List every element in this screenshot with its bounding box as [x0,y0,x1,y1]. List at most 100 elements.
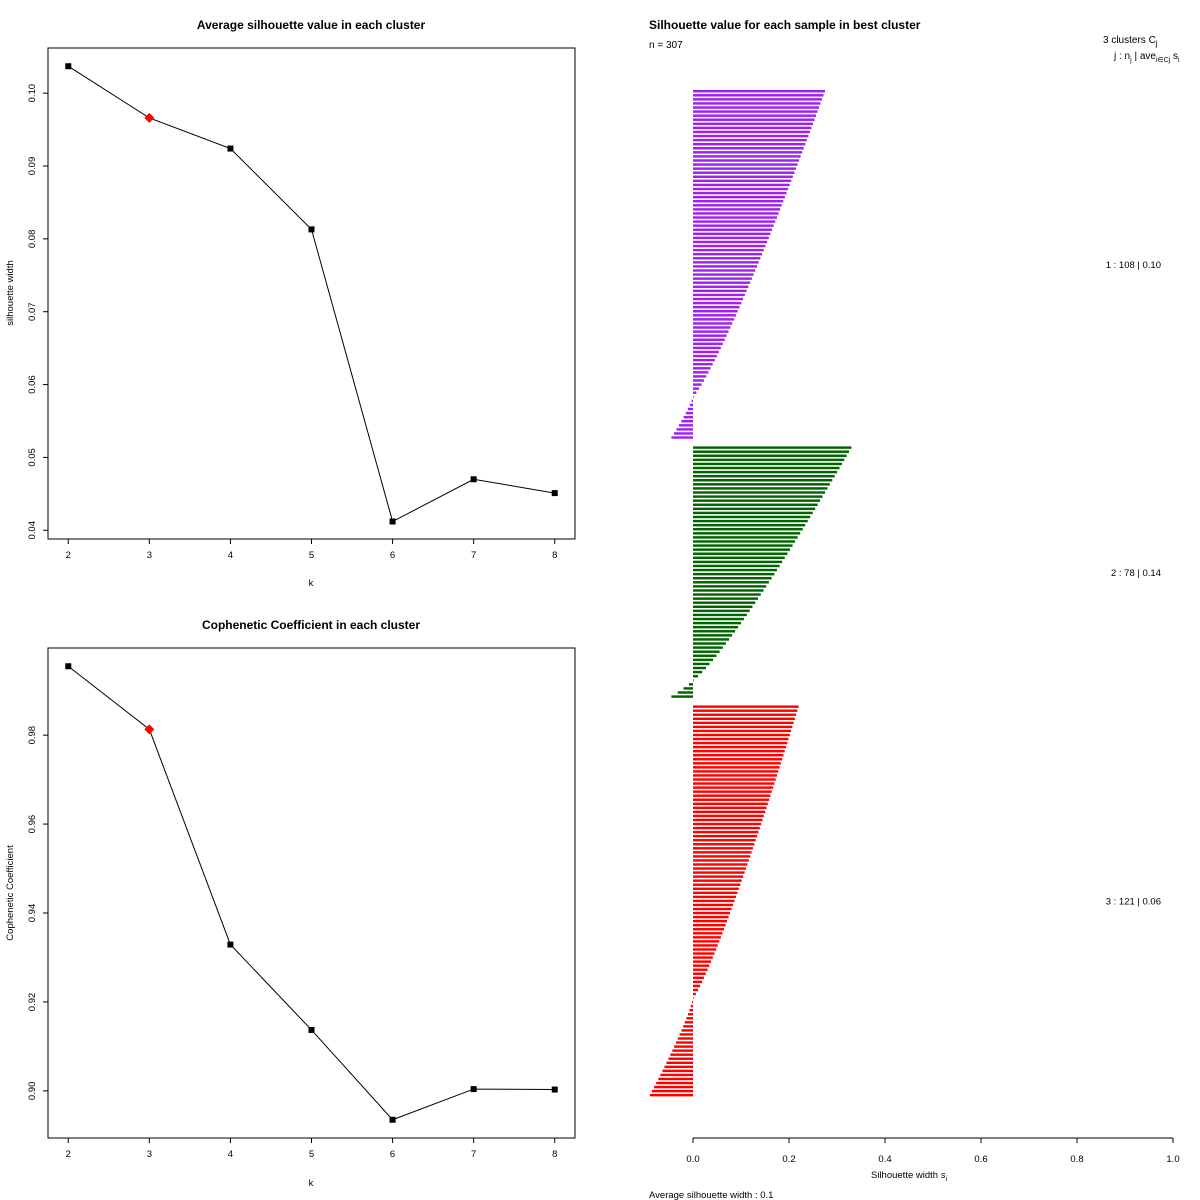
silhouette-bar [693,790,772,793]
silhouette-bar [693,879,742,882]
y-tick-label: 0.92 [27,993,38,1012]
silhouette-bar [693,134,809,138]
silhouette-bar [693,903,734,907]
silhouette-bar [693,483,830,486]
silhouette-bar [693,232,771,236]
silhouette-bar [671,436,693,439]
silhouette-bar [693,367,711,370]
silhouette-bar [693,556,785,560]
silhouette-bar [683,1025,693,1028]
x-tick-label: 6 [390,550,395,561]
silhouette-bar [693,662,710,666]
silhouette-bar [672,1049,693,1052]
silhouette-bar [693,754,784,757]
silhouette-bar [693,102,821,105]
silhouette-bar [693,147,804,150]
silhouette-bar [693,151,803,154]
silhouette-bar [693,794,771,797]
silhouette-bar [693,142,806,146]
average-silhouette-note: Average silhouette width : 0.1 [649,1190,773,1200]
silhouette-bar [693,834,758,838]
silhouette-bar [690,1004,693,1008]
silhouette-bar [693,976,704,980]
silhouette-bar [693,511,813,515]
silhouette-bar [693,806,767,810]
silhouette-bar [693,802,768,805]
series-line [68,65,555,523]
silhouette-bar [684,1021,693,1024]
silhouette-bar [693,474,835,478]
silhouette-bar [693,212,779,215]
silhouette-bar [693,919,728,923]
silhouette-bar [693,822,762,826]
silhouette-bar [693,281,751,284]
silhouette-bar [693,495,823,498]
silhouette-bar [687,407,693,411]
silhouette-bar [693,581,769,584]
silhouette-bar [693,576,772,580]
data-point [551,490,558,497]
silhouette-bar [693,350,719,354]
silhouette-bar [651,1089,693,1093]
silhouette-bar [693,277,752,280]
silhouette-bar [693,114,816,117]
silhouette-bar [693,248,764,252]
silhouette-bar [693,261,759,264]
y-tick-label: 0.09 [27,157,38,176]
silhouette-bar [693,322,733,325]
silhouette-bar [693,818,763,822]
silhouette-bar [693,523,806,527]
silhouette-bar [666,1061,693,1065]
silhouette-bar [692,1000,693,1004]
silhouette-bar [654,1085,693,1089]
data-point [470,476,477,483]
silhouette-bar [693,891,738,895]
silhouette-bar [677,691,693,694]
silhouette-bar [693,379,704,382]
silhouette-bar [693,851,752,854]
silhouette-bar [681,420,693,423]
silhouette-bar [693,252,763,256]
y-axis-label: silhouette width [5,260,16,325]
silhouette-bar [693,733,790,737]
silhouette-bar [693,741,788,745]
silhouette-bar [693,725,793,729]
silhouette-bar [693,883,741,886]
silhouette-bar [693,871,745,874]
silhouette-bar [693,310,738,313]
silhouette-bar [693,289,747,293]
silhouette-bar [693,462,842,466]
silhouette-bar [693,200,784,203]
x-tick-label: 6 [390,1149,395,1160]
chart-title: Average silhouette value in each cluster [197,18,426,32]
plot-frame [47,47,576,540]
silhouette-bar [693,466,840,470]
silhouette-bar [693,564,780,568]
silhouette-bar [693,297,744,301]
silhouette-bar [674,1045,693,1048]
silhouette-bar [693,540,796,543]
y-tick-label: 0.98 [27,726,38,745]
silhouette-bars [649,90,852,1097]
silhouette-bar [693,572,775,576]
silhouette-bar [693,446,852,449]
plot-frame [47,647,576,1139]
silhouette-bar [693,470,838,474]
silhouette-bar [693,713,797,716]
silhouette-bar [693,179,792,183]
silhouette-bar [693,362,713,366]
cophenetic-line-chart: Cophenetic Coefficient in each cluster 2… [5,618,576,1189]
silhouette-bar [693,383,702,386]
silhouette-bar [693,911,731,915]
silhouette-bar [676,1041,693,1044]
x-tick-label: 0.8 [1070,1154,1083,1165]
silhouette-bar [693,354,717,358]
silhouette-bar [693,163,798,166]
silhouette-bar [693,642,726,645]
silhouette-bar [693,220,776,223]
silhouette-bar [693,301,742,305]
silhouette-bar [693,240,768,244]
silhouette-bar [693,936,721,939]
silhouette-bar [693,826,760,830]
silhouette-bar [693,774,777,777]
